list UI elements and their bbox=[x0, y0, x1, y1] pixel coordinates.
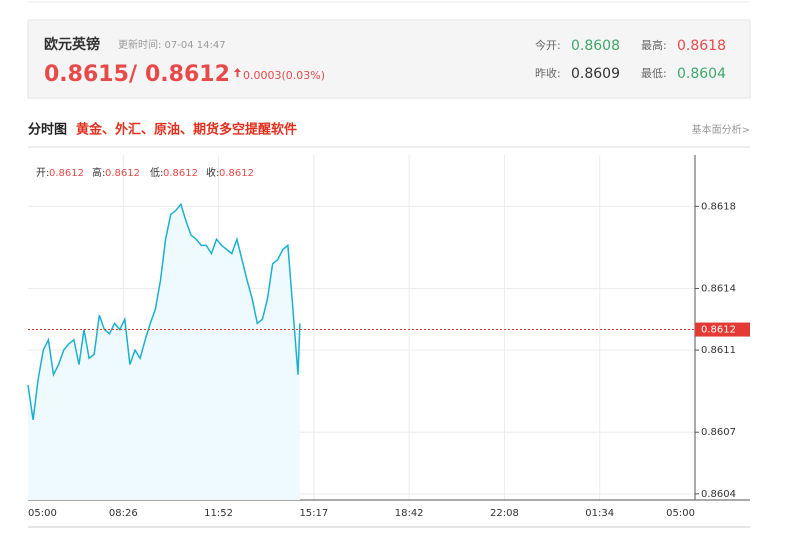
current-price-label: 0.8612 bbox=[701, 325, 736, 336]
stat-value: 0.8608 bbox=[571, 38, 620, 54]
stat-value: 0.8604 bbox=[677, 66, 726, 82]
up-arrow bbox=[234, 68, 241, 77]
ohlc-label: 收: bbox=[206, 166, 219, 179]
update-time: 更新时间: 07-04 14:47 bbox=[118, 38, 226, 51]
x-tick-label: 15:17 bbox=[299, 508, 328, 519]
y-tick-label: 0.8611 bbox=[701, 345, 736, 356]
price-line bbox=[27, 202, 301, 421]
x-tick-label: 18:42 bbox=[395, 508, 424, 519]
stat-label: 最低: bbox=[641, 67, 667, 80]
x-tick-label: 22:08 bbox=[490, 508, 519, 519]
y-tick-label: 0.8607 bbox=[701, 427, 736, 438]
ask-price: 0.8612 bbox=[145, 62, 230, 87]
x-tick-label: 05:00 bbox=[666, 508, 695, 519]
x-tick-label: 05:00 bbox=[28, 508, 57, 519]
quote-box bbox=[27, 19, 751, 99]
bid-price: 0.8615 bbox=[44, 62, 129, 87]
ohlc-value: 0.8612 bbox=[49, 168, 84, 179]
stat-label: 今开: bbox=[535, 38, 561, 52]
y-tick-label: 0.8618 bbox=[701, 201, 736, 212]
stat-value: 0.8609 bbox=[571, 66, 620, 82]
x-tick-label: 11:52 bbox=[204, 508, 233, 519]
current-price-tag bbox=[695, 322, 750, 337]
stat-label: 昨收: bbox=[535, 66, 561, 80]
ohlc-value: 0.8612 bbox=[219, 168, 254, 179]
y-tick-label: 0.8604 bbox=[701, 489, 736, 500]
x-tick-label: 08:26 bbox=[109, 508, 138, 519]
ohlc-label: 低: bbox=[150, 166, 163, 179]
ohlc-label: 高: bbox=[92, 166, 105, 179]
y-tick-label: 0.8614 bbox=[701, 283, 736, 294]
price-area bbox=[28, 204, 300, 501]
ohlc-label: 开: bbox=[36, 168, 49, 179]
pair-name: 欧元英镑 bbox=[44, 36, 100, 53]
fundamentals-link[interactable]: 基本面分析> bbox=[692, 123, 750, 136]
x-tick-label: 01:34 bbox=[585, 508, 614, 519]
price-change: 0.0003(0.03%) bbox=[243, 69, 325, 82]
ohlc-value: 0.8612 bbox=[163, 168, 198, 179]
price-separator: / bbox=[129, 62, 138, 87]
section-title: 分时图 bbox=[28, 122, 67, 138]
ohlc-value: 0.8612 bbox=[105, 168, 140, 179]
promo-link[interactable]: 黄金、外汇、原油、期货多空提醒软件 bbox=[76, 122, 297, 138]
stat-value: 0.8618 bbox=[677, 38, 726, 54]
intraday-chart: 05:00 08:26 11:52 15:17 18:42 22:08 01:34 05:00… bbox=[27, 155, 750, 528]
stat-label: 最高: bbox=[641, 38, 667, 52]
